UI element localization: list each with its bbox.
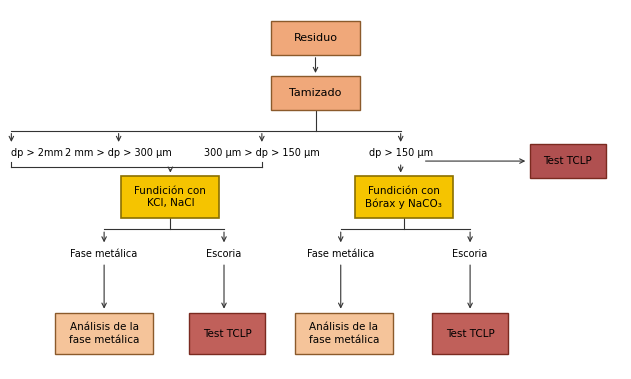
FancyBboxPatch shape	[530, 144, 606, 178]
Text: 2 mm > dp > 300 μm: 2 mm > dp > 300 μm	[65, 149, 172, 158]
FancyBboxPatch shape	[432, 313, 508, 354]
Text: Escoria: Escoria	[206, 249, 242, 259]
Text: Análisis de la
fase metálica: Análisis de la fase metálica	[309, 322, 379, 345]
Text: dp > 150 μm: dp > 150 μm	[369, 149, 433, 158]
Text: Test TCLP: Test TCLP	[445, 329, 495, 338]
Text: Test TCLP: Test TCLP	[543, 156, 593, 166]
FancyBboxPatch shape	[121, 176, 220, 218]
Text: Escoria: Escoria	[452, 249, 488, 259]
Text: Fase metálica: Fase metálica	[307, 249, 374, 259]
Text: 300 μm > dp > 150 μm: 300 μm > dp > 150 μm	[204, 149, 320, 158]
Text: Tamizado: Tamizado	[289, 88, 342, 98]
Text: Análisis de la
fase metálica: Análisis de la fase metálica	[69, 322, 139, 345]
FancyBboxPatch shape	[271, 76, 360, 110]
FancyBboxPatch shape	[56, 313, 153, 354]
FancyBboxPatch shape	[295, 313, 392, 354]
Text: Fundición con
Bórax y NaCO₃: Fundición con Bórax y NaCO₃	[365, 186, 442, 208]
FancyBboxPatch shape	[189, 313, 265, 354]
FancyBboxPatch shape	[271, 21, 360, 55]
Text: Residuo: Residuo	[293, 33, 338, 43]
Text: Fase metálica: Fase metálica	[71, 249, 138, 259]
Text: Test TCLP: Test TCLP	[203, 329, 252, 338]
Text: dp > 2mm: dp > 2mm	[11, 149, 63, 158]
FancyBboxPatch shape	[355, 176, 453, 218]
Text: Fundición con
KCl, NaCl: Fundición con KCl, NaCl	[134, 186, 206, 208]
